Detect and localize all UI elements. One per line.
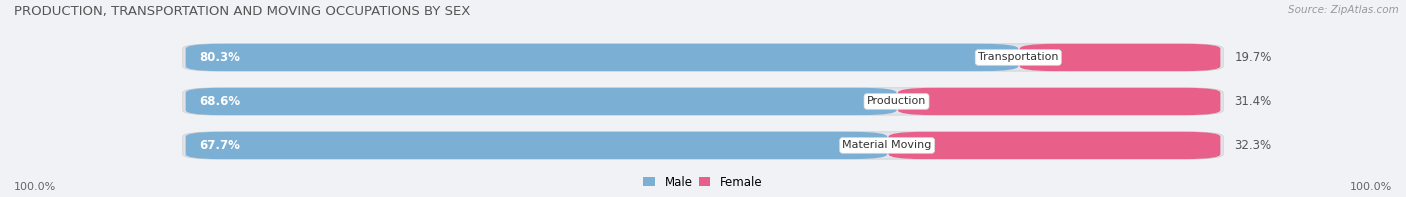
Text: 68.6%: 68.6% [200, 95, 240, 108]
Legend: Male, Female: Male, Female [644, 176, 762, 189]
Text: 100.0%: 100.0% [14, 182, 56, 192]
FancyBboxPatch shape [898, 88, 1220, 115]
Text: Transportation: Transportation [979, 52, 1059, 62]
FancyBboxPatch shape [1019, 44, 1220, 71]
FancyBboxPatch shape [183, 88, 1223, 115]
Text: PRODUCTION, TRANSPORTATION AND MOVING OCCUPATIONS BY SEX: PRODUCTION, TRANSPORTATION AND MOVING OC… [14, 5, 471, 18]
FancyBboxPatch shape [186, 132, 887, 159]
FancyBboxPatch shape [183, 44, 1223, 71]
Text: 80.3%: 80.3% [200, 51, 240, 64]
Text: 19.7%: 19.7% [1234, 51, 1272, 64]
Text: 67.7%: 67.7% [200, 139, 240, 152]
FancyBboxPatch shape [186, 88, 897, 115]
Text: Production: Production [868, 97, 927, 106]
Text: 32.3%: 32.3% [1234, 139, 1271, 152]
Text: 100.0%: 100.0% [1350, 182, 1392, 192]
Text: 31.4%: 31.4% [1234, 95, 1271, 108]
Text: Material Moving: Material Moving [842, 140, 932, 151]
FancyBboxPatch shape [183, 132, 1223, 159]
FancyBboxPatch shape [186, 44, 1018, 71]
FancyBboxPatch shape [889, 132, 1220, 159]
Text: Source: ZipAtlas.com: Source: ZipAtlas.com [1288, 5, 1399, 15]
